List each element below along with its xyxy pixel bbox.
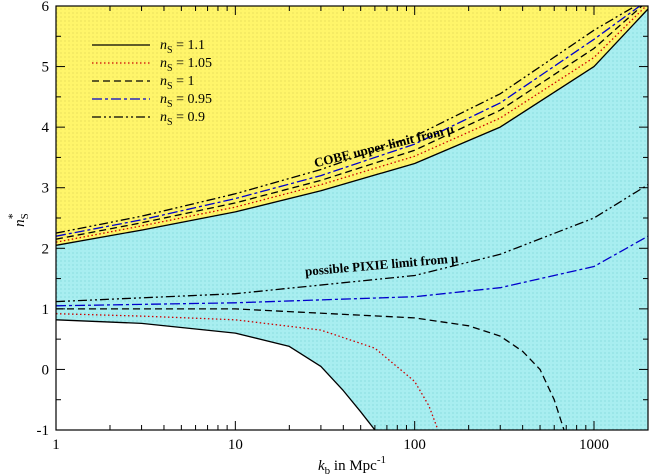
curve-cobe-3 <box>56 6 641 237</box>
x-label-k: k <box>318 458 325 474</box>
curves-layer <box>56 6 648 430</box>
x-tick-label: 100 <box>403 437 426 453</box>
x-label-sup: -1 <box>377 454 386 466</box>
axis-ticks: 1 10 100 1000 -1 0 1 2 3 4 5 6 <box>37 0 649 453</box>
x-label-mid: in Mpc <box>330 458 377 474</box>
y-axis-label: nS* <box>5 213 31 227</box>
legend-label: nS = 1.05 <box>160 56 212 74</box>
y-tick-label: 6 <box>42 0 50 15</box>
y-tick-label: -1 <box>37 423 50 439</box>
legend-label: nS = 1 <box>160 74 194 92</box>
curve-pixie-2 <box>56 308 565 430</box>
x-label-sub: b <box>325 465 331 476</box>
legend-label: nS = 0.95 <box>160 92 212 110</box>
cobe-excluded-region <box>56 6 648 246</box>
legend-label: nS = 0.9 <box>160 110 205 128</box>
x-tick-label: 10 <box>228 437 243 453</box>
x-axis-label: kb in Mpc-1 <box>318 454 386 476</box>
y-tick-label: 2 <box>42 241 50 257</box>
y-tick-label: 4 <box>42 120 50 136</box>
curve-pixie-0 <box>56 319 376 430</box>
y-tick-label: 5 <box>42 60 50 76</box>
y-label-n: n <box>12 219 28 227</box>
curve-cobe-2 <box>56 6 643 240</box>
y-label-sup: * <box>5 213 19 219</box>
y-tick-label: 0 <box>42 362 50 378</box>
plot-regions <box>56 6 648 430</box>
svg-text:nS*: nS* <box>5 213 31 227</box>
y-tick-label: 1 <box>42 302 50 318</box>
y-tick-label: 3 <box>42 181 50 197</box>
curve-cobe-0 <box>56 8 648 246</box>
curve-cobe-1 <box>56 6 647 243</box>
pixie-sensitive-region <box>56 9 648 430</box>
x-tick-label: 1 <box>52 437 60 453</box>
legend-label: nS = 1.1 <box>160 38 205 56</box>
curve-pixie-3 <box>56 235 648 307</box>
x-tick-label: 1000 <box>579 437 609 453</box>
curve-pixie-1 <box>56 313 439 430</box>
y-label-sub: S <box>19 213 31 219</box>
curve-pixie-4 <box>56 184 648 303</box>
